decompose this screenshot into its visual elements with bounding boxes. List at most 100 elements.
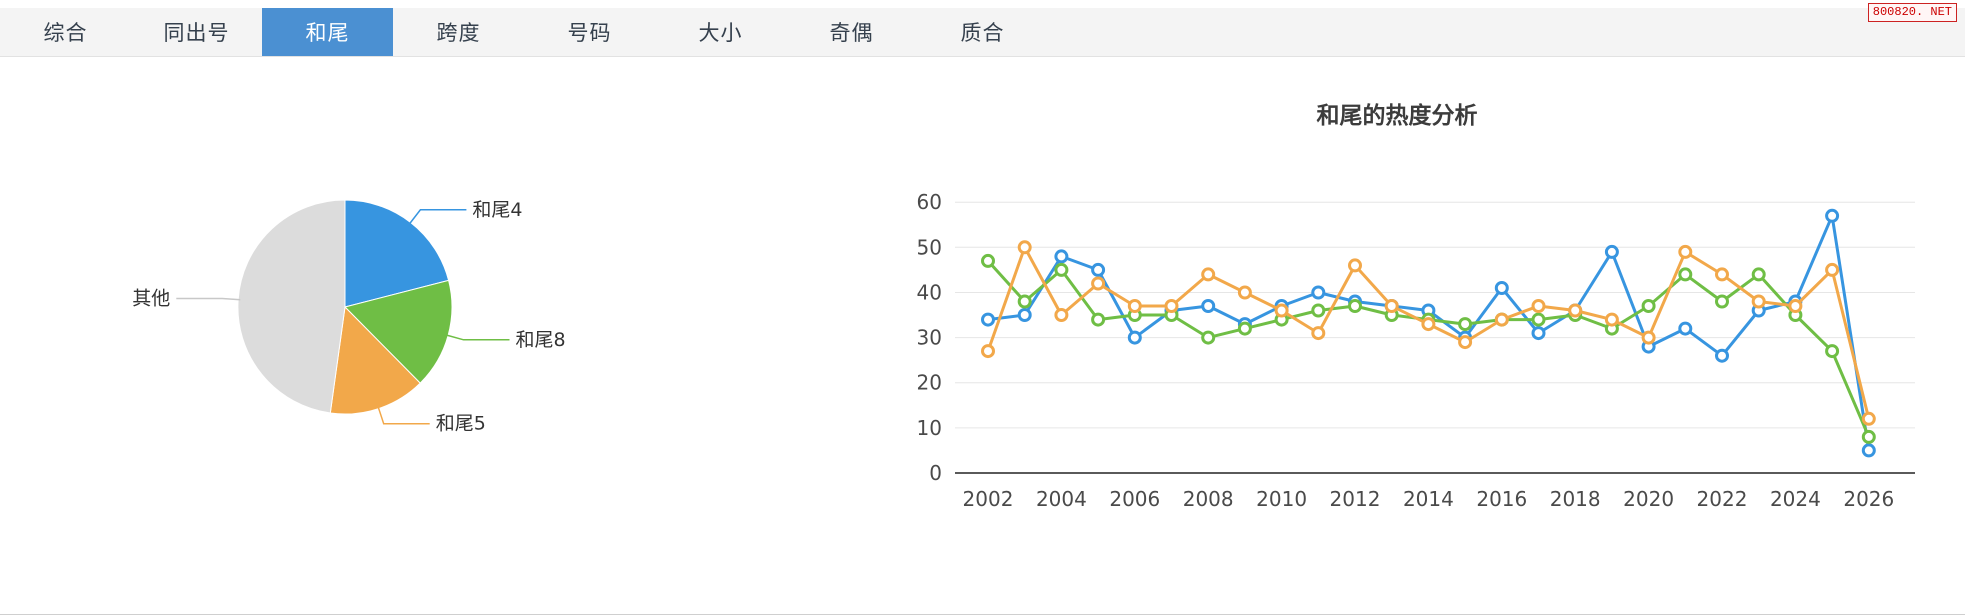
data-point-0-2002[interactable] [981,312,995,327]
data-point-2-2015[interactable] [1458,335,1473,350]
data-point-2-2019[interactable] [1604,312,1619,327]
data-point-1-2005[interactable] [1091,312,1106,327]
data-point-2-2017[interactable] [1531,299,1546,313]
data-point-2-2021[interactable] [1678,244,1693,259]
data-point-0-2005[interactable] [1091,262,1106,277]
tab-item-5[interactable]: 大小 [698,21,743,45]
data-point-0-2025[interactable] [1825,208,1840,223]
data-point-2-2009[interactable] [1237,285,1252,300]
x-axis-label-2026: 2026 [1843,487,1894,511]
pie-slice-3[interactable] [237,199,346,414]
page-bottom-divider [0,614,1965,615]
data-point-2-2024[interactable] [1788,299,1803,313]
tab-item-0[interactable]: 综合 [43,21,88,45]
data-point-2-2023[interactable] [1751,294,1766,309]
data-point-0-2026[interactable] [1861,443,1876,458]
line-chart-container: 0 10 20 30 40 50 60 2002 2004 2006 2008 2010 2012 201… [880,140,1965,616]
data-point-2-2006[interactable] [1127,299,1142,313]
y-axis-label-40: 40 [917,281,942,305]
pie-chart-container: 和尾4 和尾8 和尾5 其他 [60,130,620,500]
x-axis-label-2022: 2022 [1697,487,1748,511]
data-point-1-2023[interactable] [1751,267,1766,282]
pie-label-1: 和尾8 [516,329,566,351]
pie-label-3: 其他 [132,288,170,310]
tab-item-2[interactable]: 和尾 [262,8,393,56]
tab-item-6[interactable]: 奇偶 [829,21,874,45]
data-point-1-2026[interactable] [1861,429,1876,444]
pie-label-leader-2 [377,406,430,425]
data-point-1-2009[interactable] [1237,321,1252,336]
data-point-2-2003[interactable] [1017,240,1032,255]
data-point-2-2008[interactable] [1201,267,1216,282]
tab-item-7[interactable]: 质合 [960,21,1005,45]
data-point-1-2008[interactable] [1201,330,1216,345]
data-point-1-2025[interactable] [1825,344,1840,359]
data-point-2-2022[interactable] [1715,267,1729,282]
data-point-1-2017[interactable] [1531,312,1546,327]
data-point-2-2018[interactable] [1568,303,1583,318]
line-chart[interactable]: 0 10 20 30 40 50 60 2002 2004 2006 2008 2010 2012 201… [880,140,1965,616]
data-point-1-2003[interactable] [1017,294,1032,309]
data-point-0-2017[interactable] [1531,326,1546,341]
line-series-1 [986,259,1871,439]
data-point-2-2004[interactable] [1054,308,1069,322]
data-point-2-2005[interactable] [1091,276,1106,291]
data-point-1-2020[interactable] [1641,299,1656,313]
data-point-2-2016[interactable] [1494,312,1509,327]
data-point-2-2020[interactable] [1641,330,1656,345]
y-axis-label-60: 60 [917,190,942,214]
data-point-0-2019[interactable] [1604,244,1619,259]
x-axis-label-2020: 2020 [1623,487,1674,511]
tab-item-4[interactable]: 号码 [567,21,612,45]
pie-label-2: 和尾5 [436,413,486,435]
x-axis-label-2016: 2016 [1476,487,1527,511]
pie-label-leader-3 [176,297,241,301]
tab-item-1[interactable]: 同出号 [163,21,230,45]
data-point-2-2025[interactable] [1825,262,1840,277]
data-point-2-2010[interactable] [1274,303,1289,318]
y-axis-label-20: 20 [917,371,942,395]
x-axis-label-2006: 2006 [1109,487,1160,511]
data-point-1-2021[interactable] [1678,267,1693,282]
pie-label-leader-0 [408,209,467,225]
pie-label-leader-1 [445,334,510,341]
tab-item-3[interactable]: 跨度 [436,21,481,45]
data-point-2-2026[interactable] [1861,411,1876,426]
data-point-0-2022[interactable] [1715,348,1729,363]
data-point-0-2021[interactable] [1678,321,1693,336]
x-axis-label-2018: 2018 [1550,487,1601,511]
data-point-2-2007[interactable] [1164,299,1179,313]
data-point-2-2012[interactable] [1348,258,1362,273]
line-series-2 [986,245,1871,421]
watermark-badge: 800820. NET [1867,3,1957,22]
data-point-1-2012[interactable] [1348,299,1362,313]
data-point-2-2014[interactable] [1421,317,1436,332]
data-point-0-2011[interactable] [1311,285,1326,300]
y-axis-label-50: 50 [917,235,942,259]
data-point-2-2002[interactable] [981,344,995,359]
data-point-1-2004[interactable] [1054,262,1069,277]
data-point-1-2015[interactable] [1458,317,1473,332]
data-point-1-2011[interactable] [1311,303,1326,318]
x-axis-label-2002: 2002 [963,487,1014,511]
y-axis-label-30: 30 [917,326,942,350]
x-axis-label-2008: 2008 [1183,487,1234,511]
tab-bar: 综合 同出号 和尾 跨度 号码 大小 奇偶 质合 [0,8,1965,57]
data-point-0-2016[interactable] [1494,281,1509,295]
data-point-0-2003[interactable] [1017,308,1032,322]
data-point-0-2008[interactable] [1201,299,1216,313]
line-series-0 [986,214,1871,452]
x-axis-label-2010: 2010 [1256,487,1307,511]
y-axis-label-10: 10 [917,416,942,440]
pie-chart[interactable]: 和尾4 和尾8 和尾5 其他 [60,130,620,500]
data-point-1-2002[interactable] [981,253,995,268]
data-point-0-2006[interactable] [1127,330,1142,345]
data-point-2-2013[interactable] [1384,299,1399,313]
x-axis-label-2014: 2014 [1403,487,1454,511]
y-axis-label-0: 0 [929,461,942,485]
data-point-0-2004[interactable] [1054,249,1069,264]
x-axis-label-2012: 2012 [1330,487,1381,511]
data-point-1-2022[interactable] [1715,294,1729,309]
data-point-2-2011[interactable] [1311,326,1326,341]
